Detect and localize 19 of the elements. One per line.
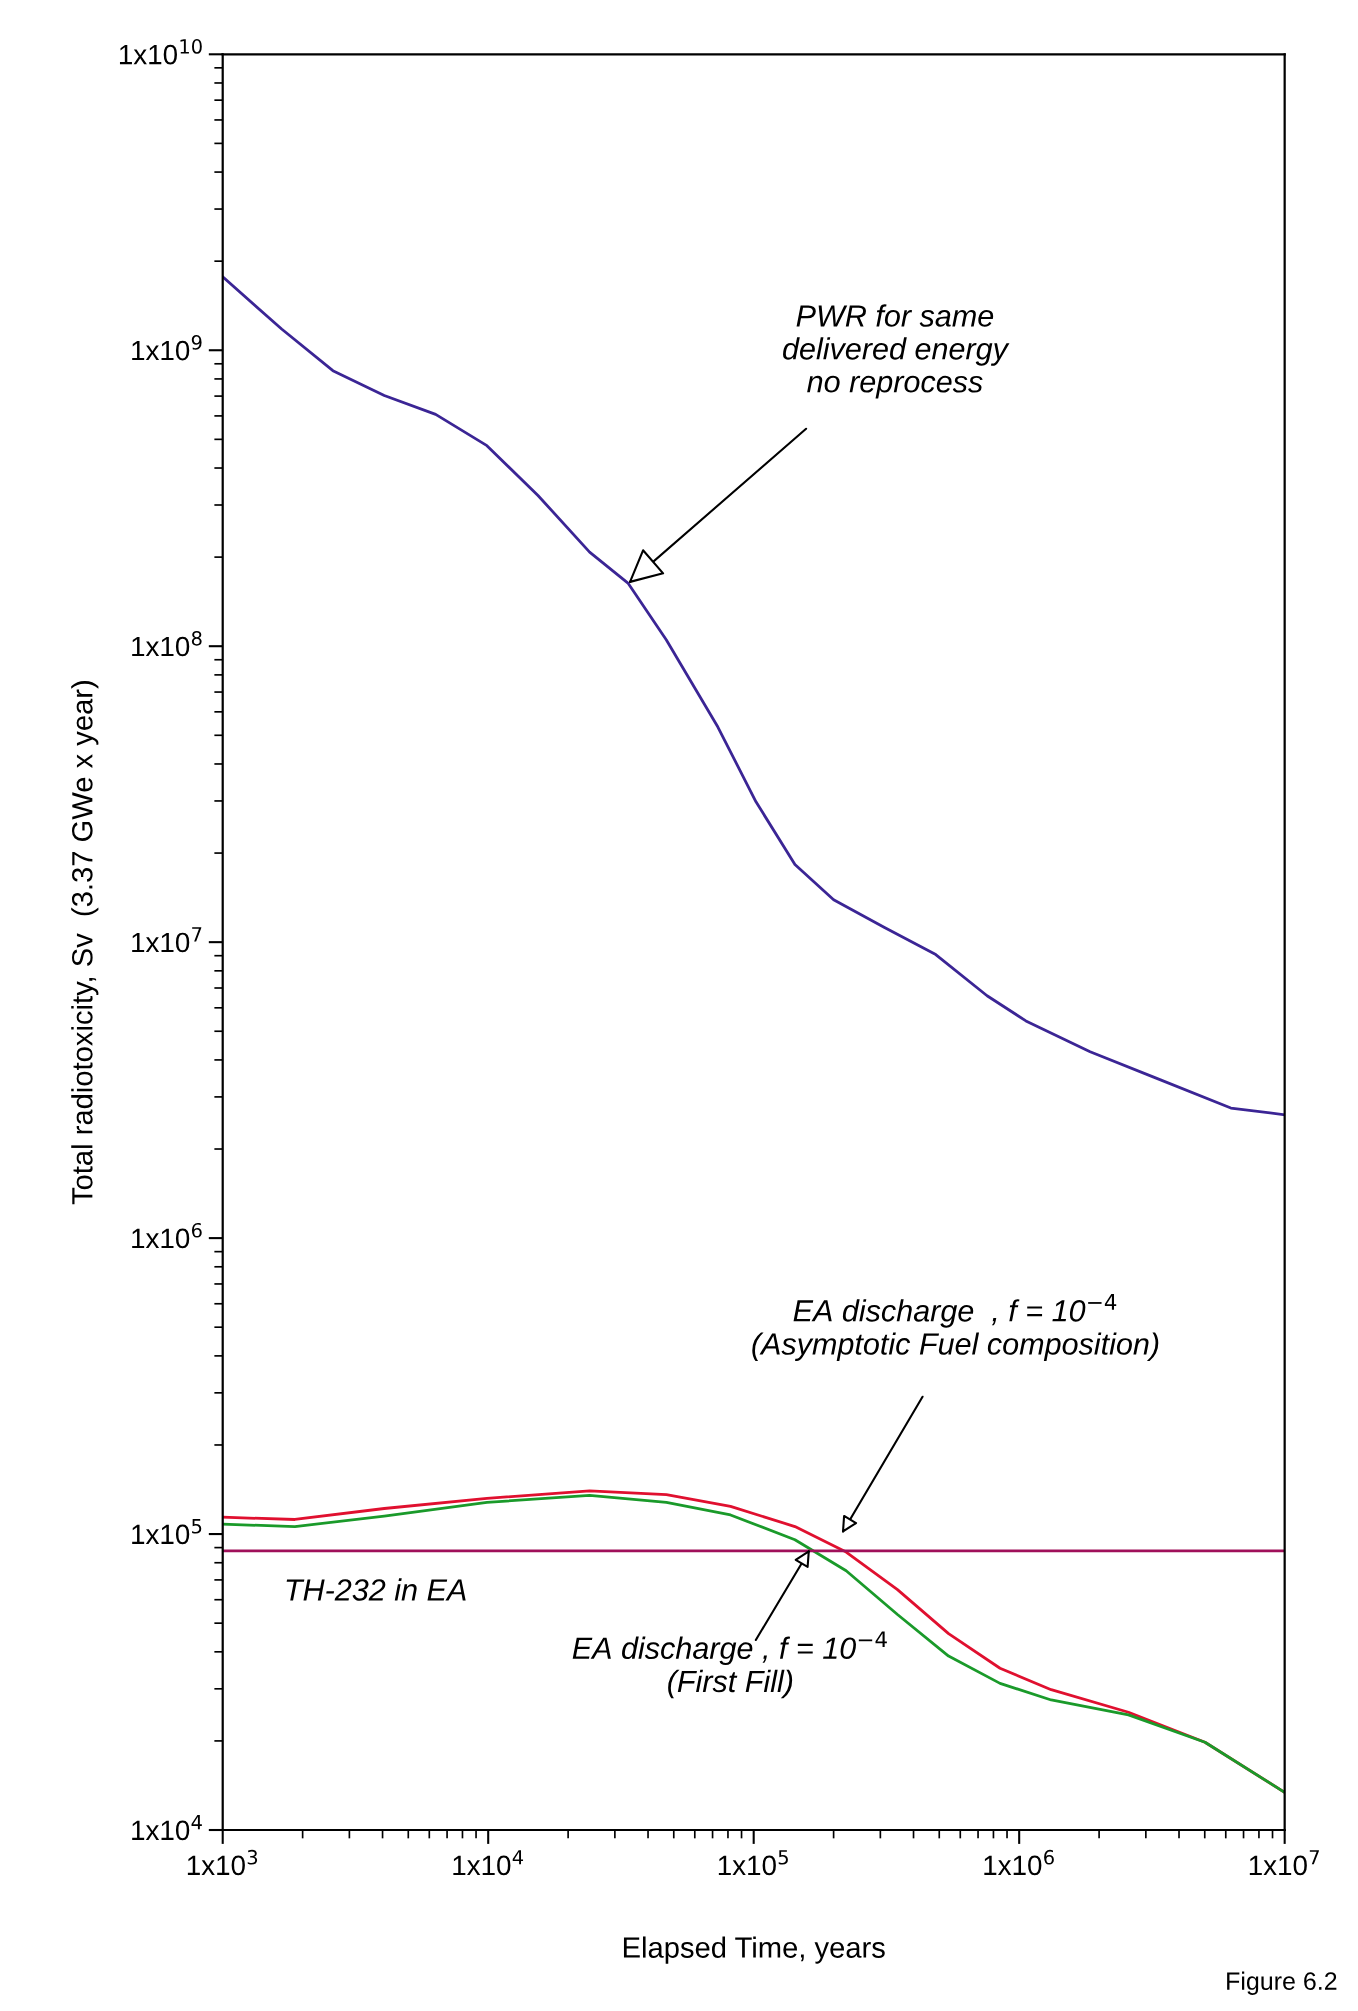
x-tick-label: 1x10$^{6}$ bbox=[984, 1849, 1054, 1876]
y-axis-title: Total radiotoxicity, Sv (3.37 GWe x year) bbox=[71, 681, 99, 1205]
annotation: TH-232 in EA bbox=[286, 1578, 466, 1601]
y-tick-label: 1x10$^{4}$ bbox=[132, 1815, 202, 1841]
x-tick-label: 1x10$^{7}$ bbox=[1249, 1850, 1319, 1876]
y-tick-label: 1x10$^{7}$ bbox=[132, 927, 202, 953]
x-axis-title: Elapsed Time, years bbox=[623, 1936, 885, 1964]
y-tick-label: 1x10$^{5}$ bbox=[132, 1519, 202, 1545]
y-tick-label: 1x10$^{9}$ bbox=[132, 335, 202, 361]
x-tick-label: 1x10$^{4}$ bbox=[453, 1850, 524, 1876]
text: EA discharge , f = 10$^{−4}$ (First Fill) bbox=[572, 1631, 887, 1699]
y-tick-label: 1x10$^{6}$ bbox=[132, 1222, 202, 1249]
annotation: EA discharge , f = 10$^{−4}$ (Asymptotic Fuel composition) bbox=[752, 1294, 1159, 1361]
x-tick-label: 1x10$^{3}$ bbox=[187, 1849, 258, 1876]
y-tick-label: 1x10$^{8}$ bbox=[132, 630, 202, 657]
x-tick-label: 1x10$^{5}$ bbox=[718, 1850, 788, 1876]
y-tick-label: 1x10$^{10}$ bbox=[119, 39, 202, 65]
caption: Figure 6.2 bbox=[1227, 1971, 1337, 1995]
annotation: PWR for same delivered energy no reprocess bbox=[783, 304, 1010, 399]
